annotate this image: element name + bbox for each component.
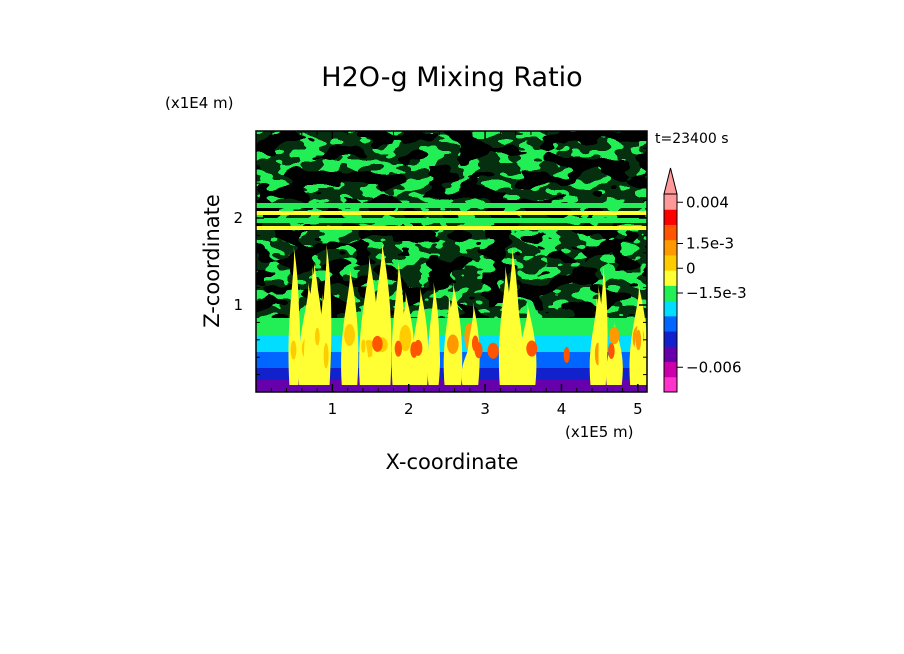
colorbar-segment — [664, 300, 677, 317]
heatmap-field — [256, 131, 647, 392]
x-unit-label: (x1E5 m) — [565, 423, 634, 441]
colorbar-segment — [664, 285, 677, 302]
plume-core — [399, 324, 412, 352]
x-axis: 1 2 3 4 5 — [270, 131, 643, 418]
field-band-2 — [256, 211, 647, 215]
plume-hot-core — [487, 342, 499, 359]
plume — [412, 287, 429, 385]
plume-core — [361, 339, 366, 353]
colorbar-segment — [664, 194, 677, 210]
time-label: t=23400 s — [655, 131, 729, 147]
plume-core — [635, 329, 642, 351]
colorbar-label: 1.5e-3 — [686, 235, 734, 253]
x-axis-label: X-coordinate — [386, 450, 519, 474]
y-axis-label: Z-coordinate — [200, 194, 224, 328]
field-band-3 — [256, 218, 647, 223]
colorbar-label: −0.006 — [686, 358, 742, 376]
plume-core — [447, 334, 459, 354]
plot-frame — [255, 130, 648, 393]
y-tick-label: 2 — [233, 209, 243, 227]
y-unit-label: (x1E4 m) — [165, 94, 234, 112]
colorbar-segment — [664, 239, 677, 256]
y-axis: 12 — [233, 147, 647, 376]
colorbar-segment — [664, 331, 677, 347]
colorbar-segment — [664, 346, 677, 363]
x-tick-label: 4 — [557, 400, 567, 418]
y-tick-label: 1 — [233, 296, 243, 314]
plume — [427, 310, 441, 385]
plume-hot-core — [608, 342, 615, 359]
plume-core — [608, 327, 620, 345]
x-tick-label: 1 — [328, 400, 338, 418]
colorbar-segment — [664, 224, 677, 241]
colorbar-arrow — [663, 167, 678, 195]
plumes — [288, 242, 647, 385]
plume — [503, 262, 521, 385]
x-tick-label: 2 — [404, 400, 414, 418]
colorbar-segment — [664, 315, 677, 332]
plume — [598, 265, 608, 385]
x-tick-label: 3 — [480, 400, 490, 418]
plume-core — [290, 340, 297, 360]
plume — [359, 330, 369, 385]
plume-hot-core — [372, 335, 383, 352]
plume-hot-core — [563, 346, 570, 363]
colorbar-segment — [664, 254, 677, 271]
plume-core — [315, 327, 320, 346]
field-band-4 — [256, 226, 647, 230]
x-tick-label: 5 — [633, 400, 643, 418]
colorbar-label: 0.004 — [686, 193, 729, 211]
plume-hot-core — [394, 340, 402, 357]
colorbar: 0.004 1.5e-3 0 −1.5e-3 −0.006 — [663, 167, 747, 393]
field-band-1 — [256, 203, 647, 208]
colorbar-segment — [664, 376, 677, 393]
colorbar-segment — [664, 270, 677, 286]
plume-hot-core — [526, 340, 538, 357]
colorbar-label: 0 — [686, 259, 696, 277]
plume-hot-core — [471, 335, 479, 352]
colorbar-segment — [664, 361, 677, 378]
plume-core — [323, 343, 329, 369]
plume — [443, 282, 463, 385]
plume-core — [344, 324, 355, 347]
colorbar-label: −1.5e-3 — [686, 284, 747, 302]
plume-hot-core — [410, 341, 418, 358]
chart-title: H2O-g Mixing Ratio — [321, 62, 582, 93]
colorbar-segment — [664, 209, 677, 225]
